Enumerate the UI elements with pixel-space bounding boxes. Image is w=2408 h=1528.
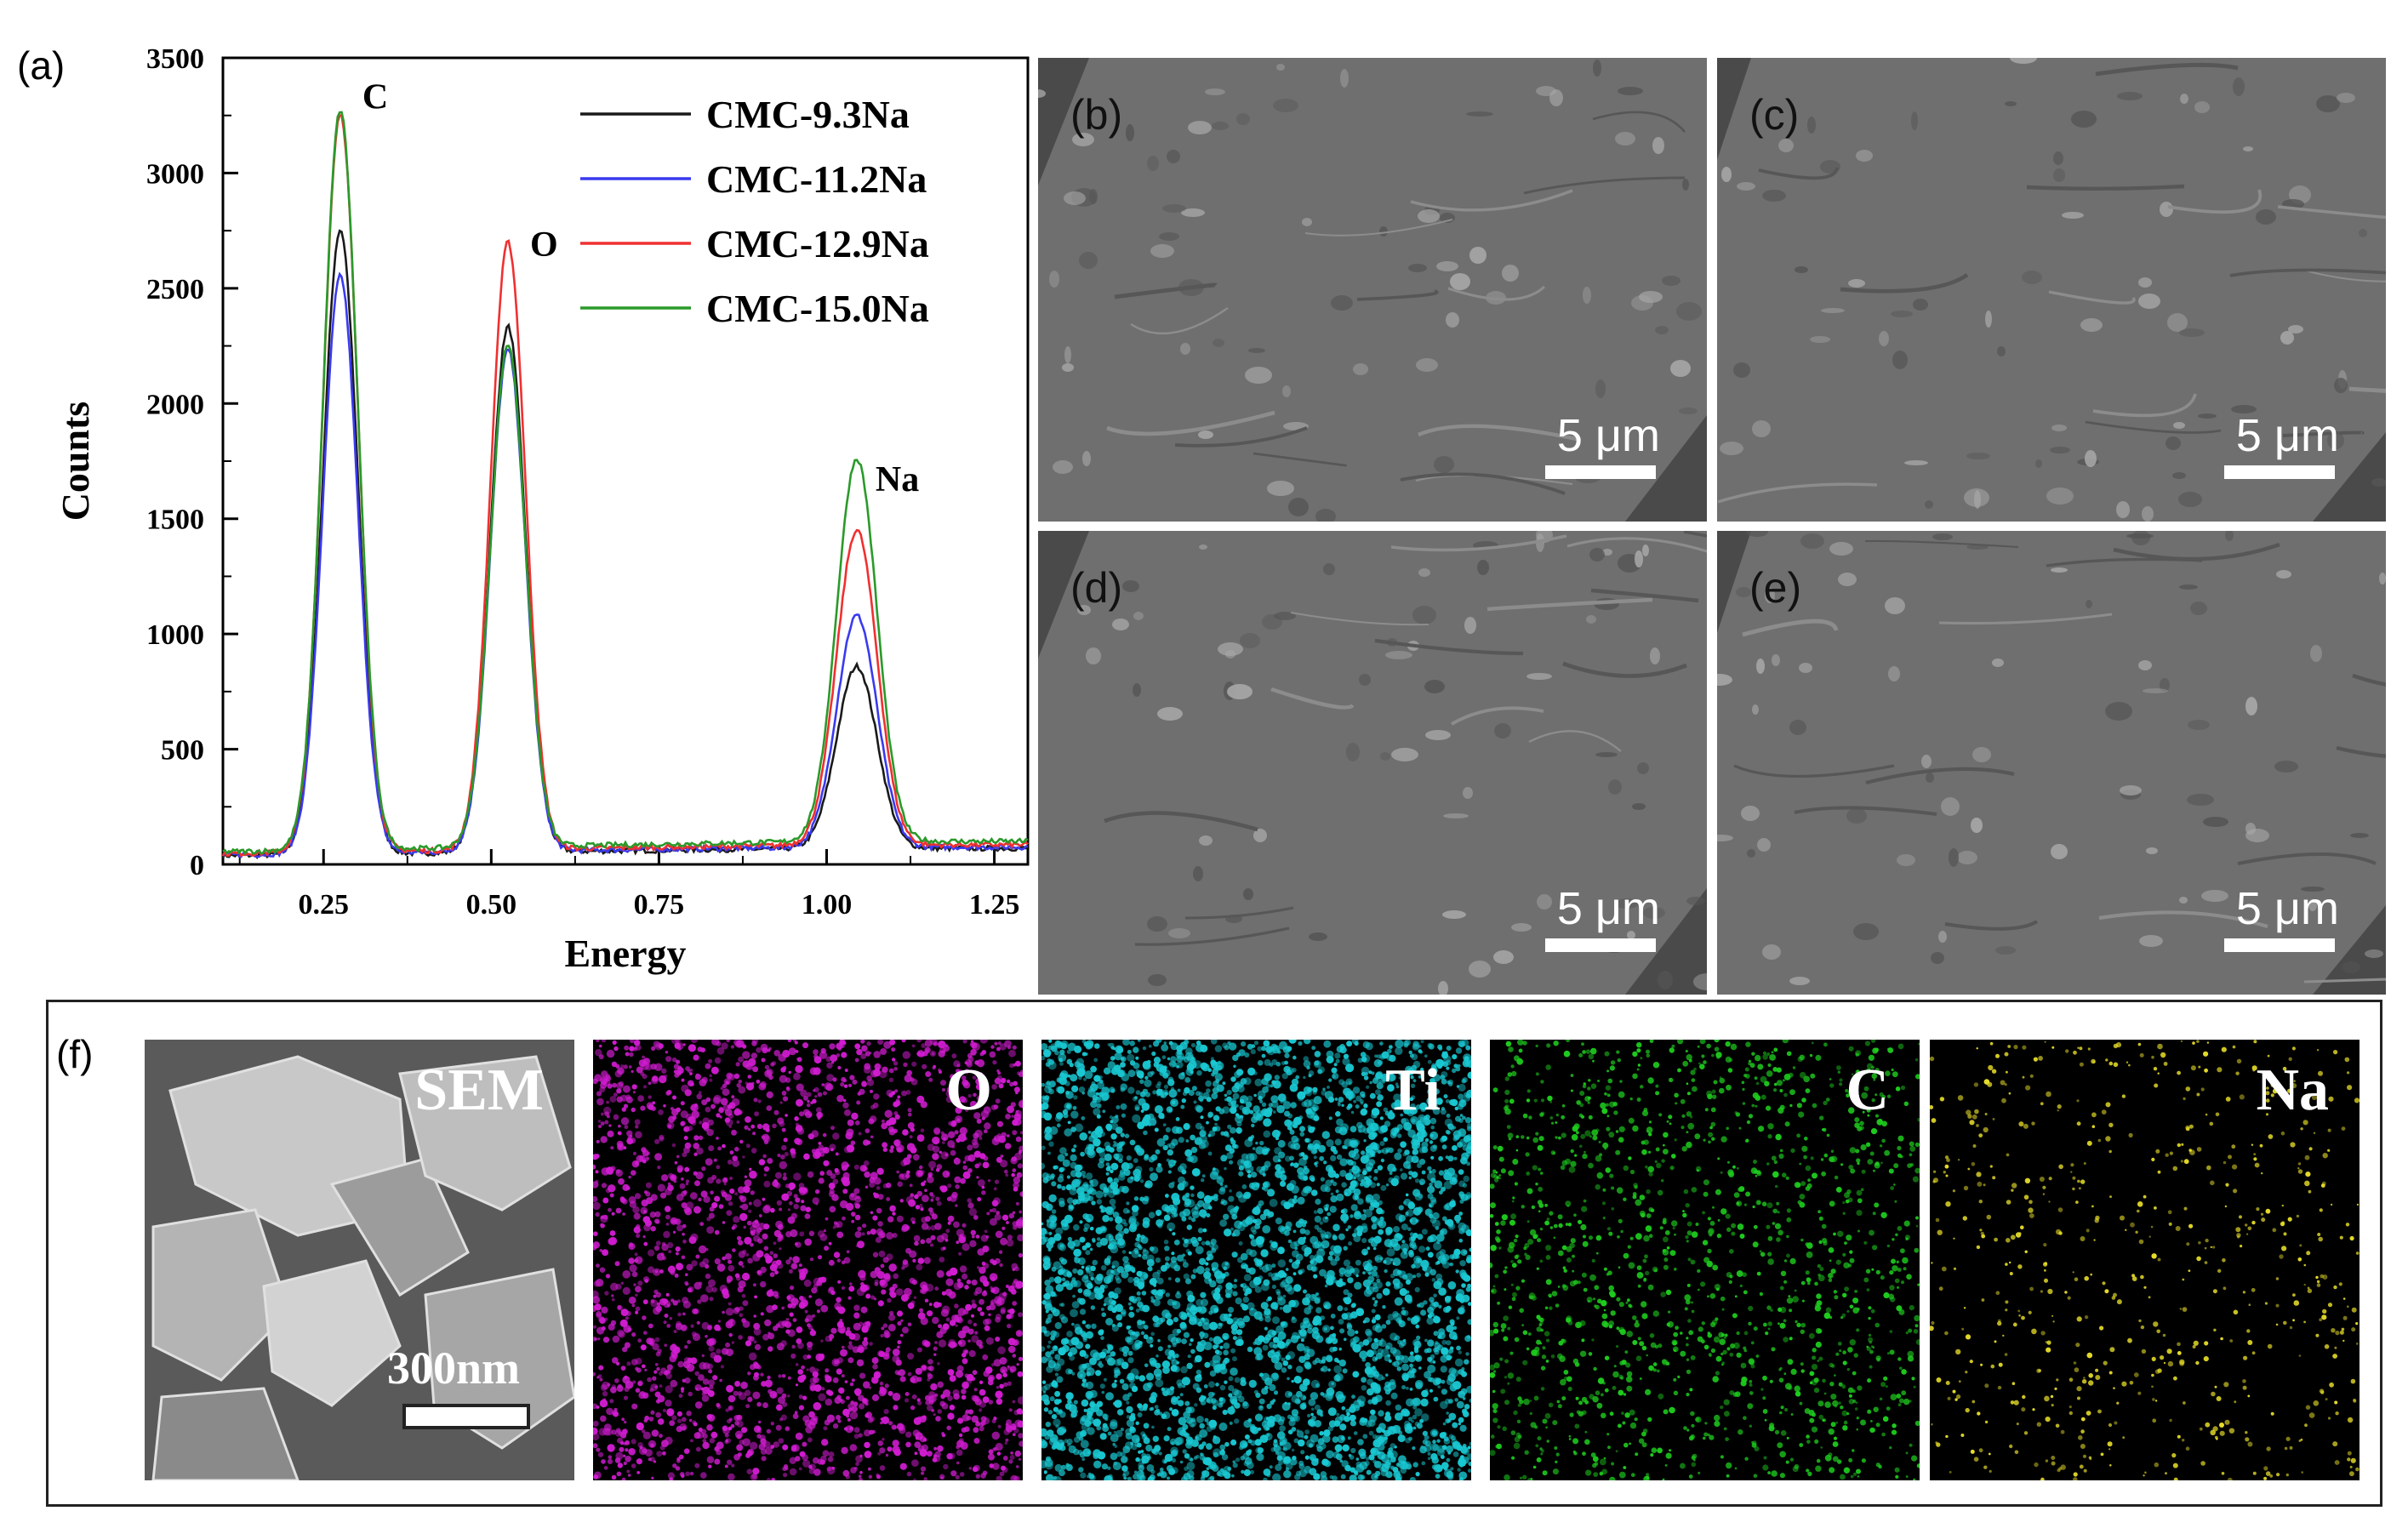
- sem-panel-d: (d) 5 μm: [1038, 531, 1707, 995]
- map-ti-dots: [1041, 1040, 1471, 1480]
- scale-bar-label-b: 5 μm: [1556, 410, 1660, 461]
- x-tick-label: 0.75: [634, 889, 685, 921]
- sem-texture-e: [1717, 531, 2386, 995]
- sem-texture-c: [1717, 58, 2386, 522]
- map-c-dots: [1490, 1040, 1920, 1480]
- sem-panel-b: (b) 5 μm: [1038, 58, 1707, 522]
- peak-annotation-c: C: [362, 78, 388, 117]
- sem-panel-c: (c) 5 μm: [1717, 58, 2386, 522]
- chart-axes: [221, 56, 1030, 866]
- map-o: O: [593, 1040, 1023, 1480]
- series-line-1: [222, 271, 1029, 858]
- panel-label-b: (b): [1070, 91, 1123, 139]
- sem-image: SEM 300nm: [145, 1040, 574, 1480]
- y-tick-label: 1500: [146, 505, 204, 536]
- peak-annotation-o: O: [530, 225, 558, 265]
- map-na-dots: [1930, 1040, 2359, 1480]
- map-label-o: O: [945, 1058, 992, 1123]
- sem-panel-e: (e) 5 μm: [1717, 531, 2386, 995]
- legend-entry-0: CMC-9.3Na: [706, 93, 910, 136]
- panel-label-d: (d): [1070, 564, 1123, 612]
- map-label-c: C: [1846, 1058, 1889, 1123]
- x-axis-label: Energy: [564, 932, 686, 975]
- series-line-0: [221, 229, 1029, 860]
- sem-texture-d: [1038, 531, 1707, 995]
- eds-spectrum-chart: 0 500 1000 1500 2000 2500 3000 3500 0.25 0.50 0.75…: [54, 43, 1030, 975]
- y-tick-label: 1000: [146, 619, 204, 651]
- y-tick-label: 3000: [146, 158, 204, 190]
- map-label-na: Na: [2256, 1058, 2329, 1123]
- peak-annotation-na: Na: [876, 460, 919, 499]
- panel-label-f: (f): [56, 1032, 94, 1076]
- sem-texture-b: [1038, 58, 1707, 522]
- sem-scale-label: 300nm: [387, 1343, 521, 1394]
- map-label-ti: Ti: [1385, 1058, 1441, 1123]
- sem-image-texture: [151, 1055, 574, 1480]
- x-tick-label: 0.50: [466, 889, 517, 921]
- map-na: Na: [1930, 1040, 2359, 1480]
- x-tick-label: 0.25: [299, 889, 350, 921]
- scale-bar-d: [1545, 938, 1656, 952]
- scale-bar-label-c: 5 μm: [2235, 410, 2339, 461]
- map-label-sem: SEM: [414, 1058, 544, 1123]
- x-tick-label: 1.00: [802, 889, 853, 921]
- y-tick-label: 2000: [146, 389, 204, 420]
- sem-scale-bar: [402, 1404, 530, 1429]
- y-tick-label: 3500: [146, 43, 204, 75]
- series-line-3: [222, 111, 1029, 856]
- map-ti: Ti: [1041, 1040, 1471, 1480]
- panel-label-c: (c): [1749, 91, 1800, 139]
- y-tick-label: 2500: [146, 274, 204, 305]
- map-c: C: [1490, 1040, 1920, 1480]
- chart-series: [221, 111, 1029, 860]
- scale-bar-b: [1545, 465, 1656, 479]
- x-tick-label: 1.25: [969, 889, 1020, 921]
- y-tick-label: 0: [190, 850, 204, 881]
- map-o-dots: [593, 1040, 1023, 1480]
- chart-text: 0 500 1000 1500 2000 2500 3000 3500 0.25 0.50 0.75…: [54, 43, 1019, 975]
- y-axis-label: Counts: [54, 402, 97, 522]
- panel-label-e: (e): [1749, 564, 1802, 612]
- panel-f-frame: [46, 1000, 2382, 1507]
- scale-bar-e: [2224, 938, 2335, 952]
- y-tick-label: 500: [161, 735, 204, 767]
- legend-entry-3: CMC-15.0Na: [706, 287, 929, 330]
- panel-label-a: (a): [17, 43, 66, 88]
- legend-entry-2: CMC-12.9Na: [706, 222, 929, 265]
- legend-entry-1: CMC-11.2Na: [706, 157, 927, 201]
- scale-bar-c: [2224, 465, 2335, 479]
- scale-bar-label-d: 5 μm: [1556, 883, 1660, 934]
- scale-bar-label-e: 5 μm: [2235, 883, 2339, 934]
